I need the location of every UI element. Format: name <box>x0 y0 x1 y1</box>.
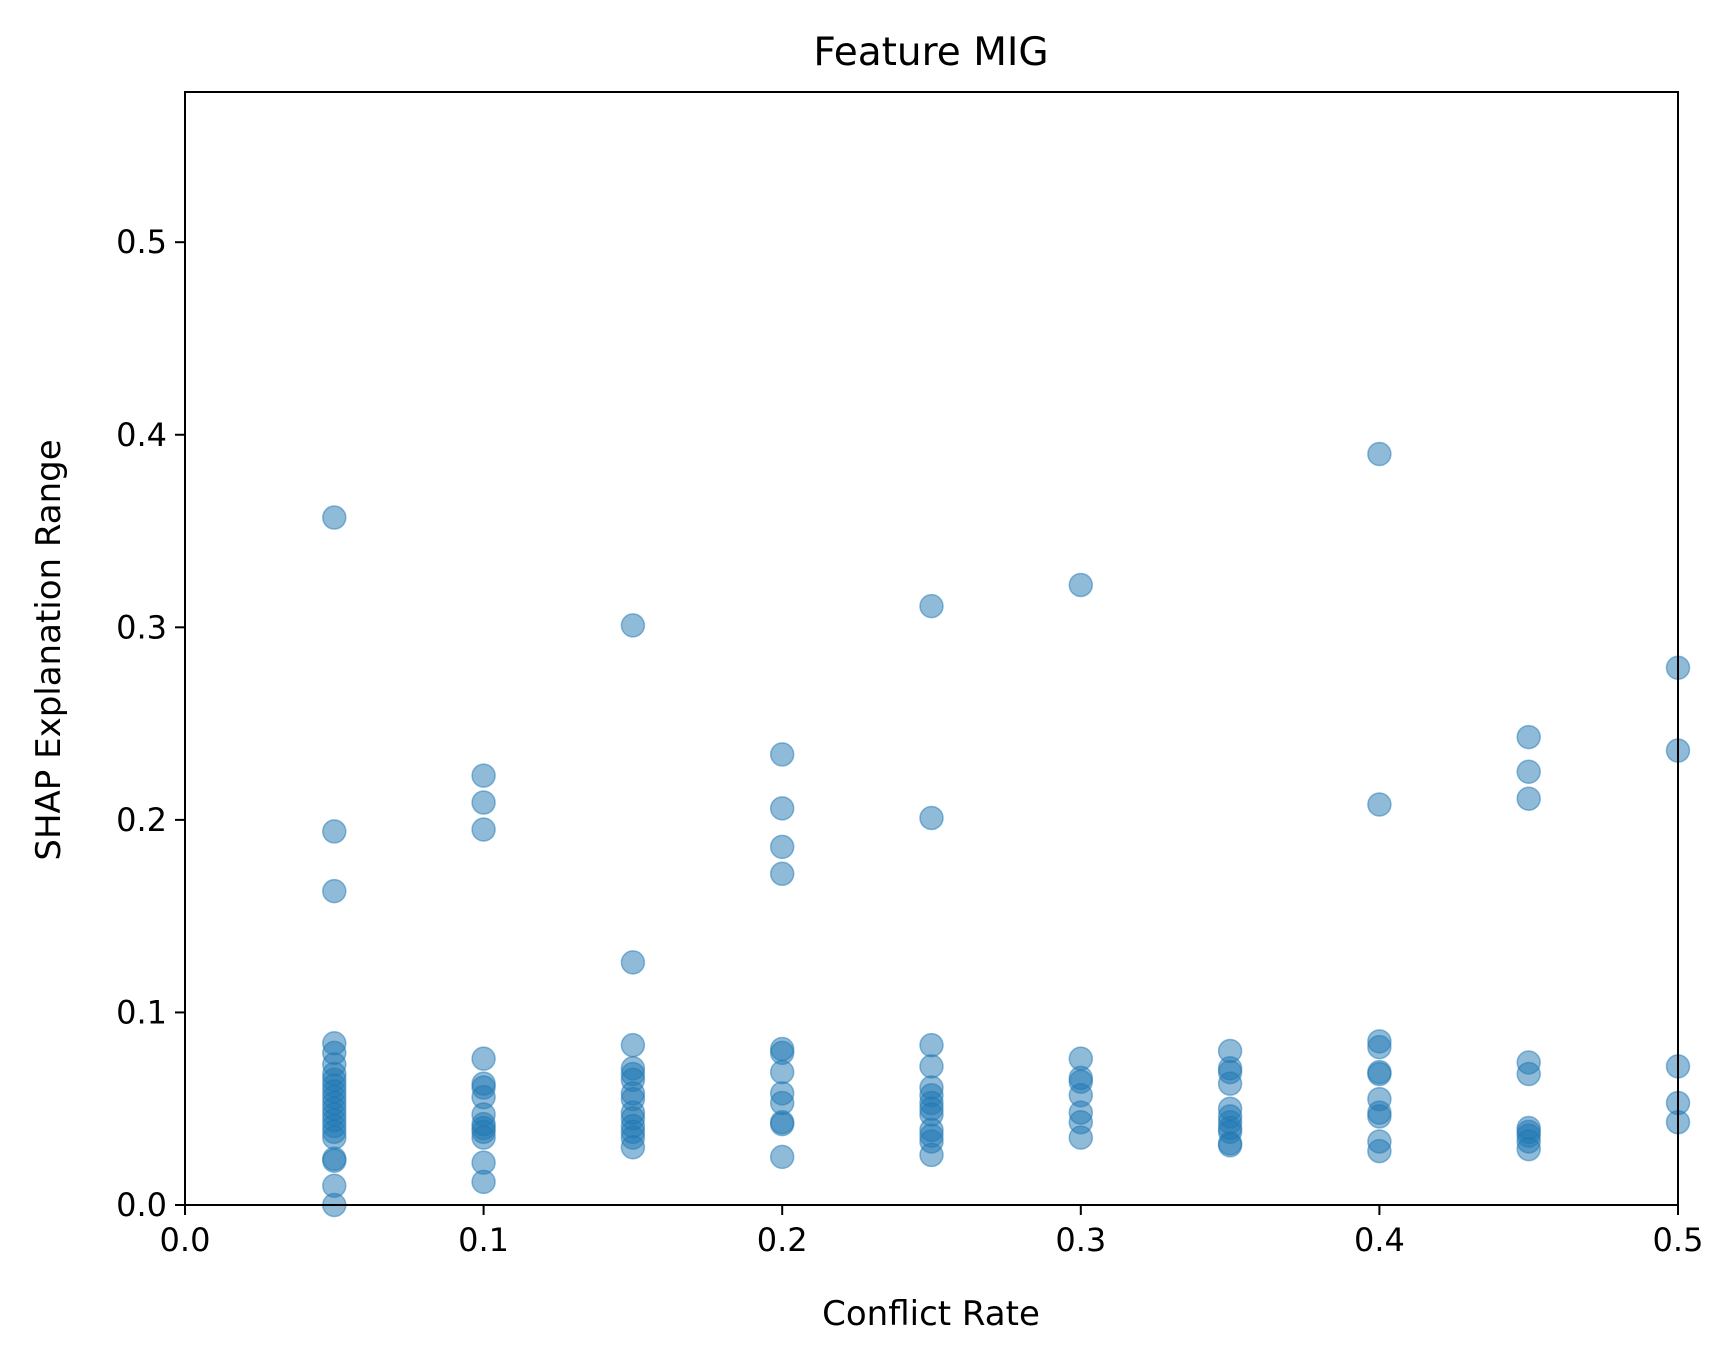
y-tick-label: 0.3 <box>116 608 167 646</box>
data-point <box>620 613 646 638</box>
x-tick-label: 0.3 <box>1055 1221 1106 1259</box>
data-point <box>471 763 496 788</box>
data-point <box>769 796 795 821</box>
data-point <box>769 834 795 860</box>
data-point <box>1516 1136 1541 1162</box>
x-tick-label: 0.4 <box>1354 1221 1405 1259</box>
data-point <box>471 1125 496 1150</box>
data-point <box>471 790 496 815</box>
y-tick-label: 0.0 <box>116 1186 167 1224</box>
data-point <box>471 1046 496 1071</box>
data-point <box>919 593 944 619</box>
y-tick-label: 0.2 <box>116 801 167 839</box>
data-point <box>769 742 795 767</box>
data-point <box>919 1032 944 1058</box>
data-point <box>1516 1061 1541 1087</box>
plot-frame <box>184 91 1679 1206</box>
data-point <box>1068 1125 1094 1150</box>
data-point <box>620 1134 646 1160</box>
data-point <box>1367 1034 1392 1060</box>
data-point <box>1367 792 1392 817</box>
y-tick-label: 0.1 <box>116 993 167 1031</box>
data-point <box>471 817 496 842</box>
data-points <box>322 441 1691 1218</box>
y-axis-label: SHAP Explanation Range <box>29 439 69 860</box>
chart-title: Feature MIG <box>813 30 1048 75</box>
data-point <box>1516 724 1541 750</box>
x-tick-label: 0.0 <box>160 1221 211 1259</box>
data-point <box>1217 1071 1243 1096</box>
data-point <box>620 1032 646 1058</box>
data-point <box>471 1169 496 1195</box>
data-point <box>919 1054 944 1079</box>
data-point <box>919 805 944 831</box>
data-point <box>322 819 347 844</box>
data-point <box>769 1111 795 1137</box>
x-tick-label: 0.2 <box>757 1221 808 1259</box>
data-point <box>1068 572 1094 598</box>
y-tick-label: 0.5 <box>116 223 167 261</box>
y-tick-label: 0.4 <box>116 416 167 454</box>
data-point <box>1516 759 1541 784</box>
data-point <box>1367 1104 1392 1129</box>
data-point <box>769 861 795 887</box>
x-axis-label: Conflict Rate <box>822 1294 1040 1334</box>
data-point <box>1516 786 1541 811</box>
data-point <box>1367 1138 1392 1164</box>
x-tick-label: 0.5 <box>1653 1221 1704 1259</box>
data-point <box>1217 1133 1243 1158</box>
data-point <box>919 1142 944 1168</box>
data-point <box>620 950 646 975</box>
x-axis-ticks: 0.0 0.1 0.2 0.3 0.4 0.5 <box>160 1205 1704 1259</box>
x-tick-label: 0.1 <box>458 1221 509 1259</box>
data-point <box>322 1125 347 1150</box>
y-axis-ticks: 0.0 0.1 0.2 0.3 0.4 0.5 <box>116 223 185 1224</box>
data-point <box>322 878 347 904</box>
data-point <box>1367 1061 1392 1087</box>
data-point <box>322 1148 347 1173</box>
data-point <box>769 1059 795 1085</box>
data-point <box>322 505 347 530</box>
data-point <box>1367 441 1392 467</box>
data-point <box>769 1144 795 1170</box>
